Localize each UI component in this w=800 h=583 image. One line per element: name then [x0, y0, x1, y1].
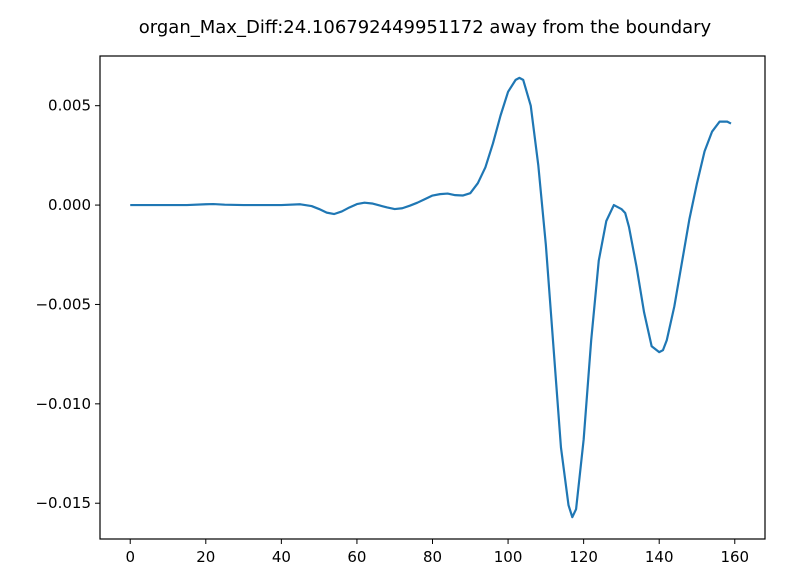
- y-tick-label: −0.005: [35, 295, 91, 313]
- plot-area: [130, 76, 732, 519]
- y-tick-label: 0.000: [48, 196, 91, 214]
- x-tick-label: 120: [569, 548, 598, 566]
- x-tick-label: 140: [645, 548, 674, 566]
- x-tick-label: 40: [272, 548, 291, 566]
- y-tick-label: −0.010: [35, 395, 91, 413]
- x-tick-label: 20: [196, 548, 215, 566]
- series-line-0: [130, 76, 732, 519]
- axes: 0 20 40 60 80 100 120 140 160 0.005 0.000 −0.005 −0.…: [35, 97, 749, 566]
- plot-frame: [99, 55, 766, 540]
- x-tick-label: 0: [125, 548, 135, 566]
- chart-title: organ_Max_Diff:24.106792449951172 away f…: [139, 17, 712, 38]
- x-tick-label: 60: [347, 548, 366, 566]
- y-tick-label: −0.015: [35, 494, 91, 512]
- y-tick-label: 0.005: [48, 97, 91, 115]
- x-tick-label: 100: [494, 548, 523, 566]
- x-tick-label: 160: [720, 548, 749, 566]
- x-tick-label: 80: [423, 548, 442, 566]
